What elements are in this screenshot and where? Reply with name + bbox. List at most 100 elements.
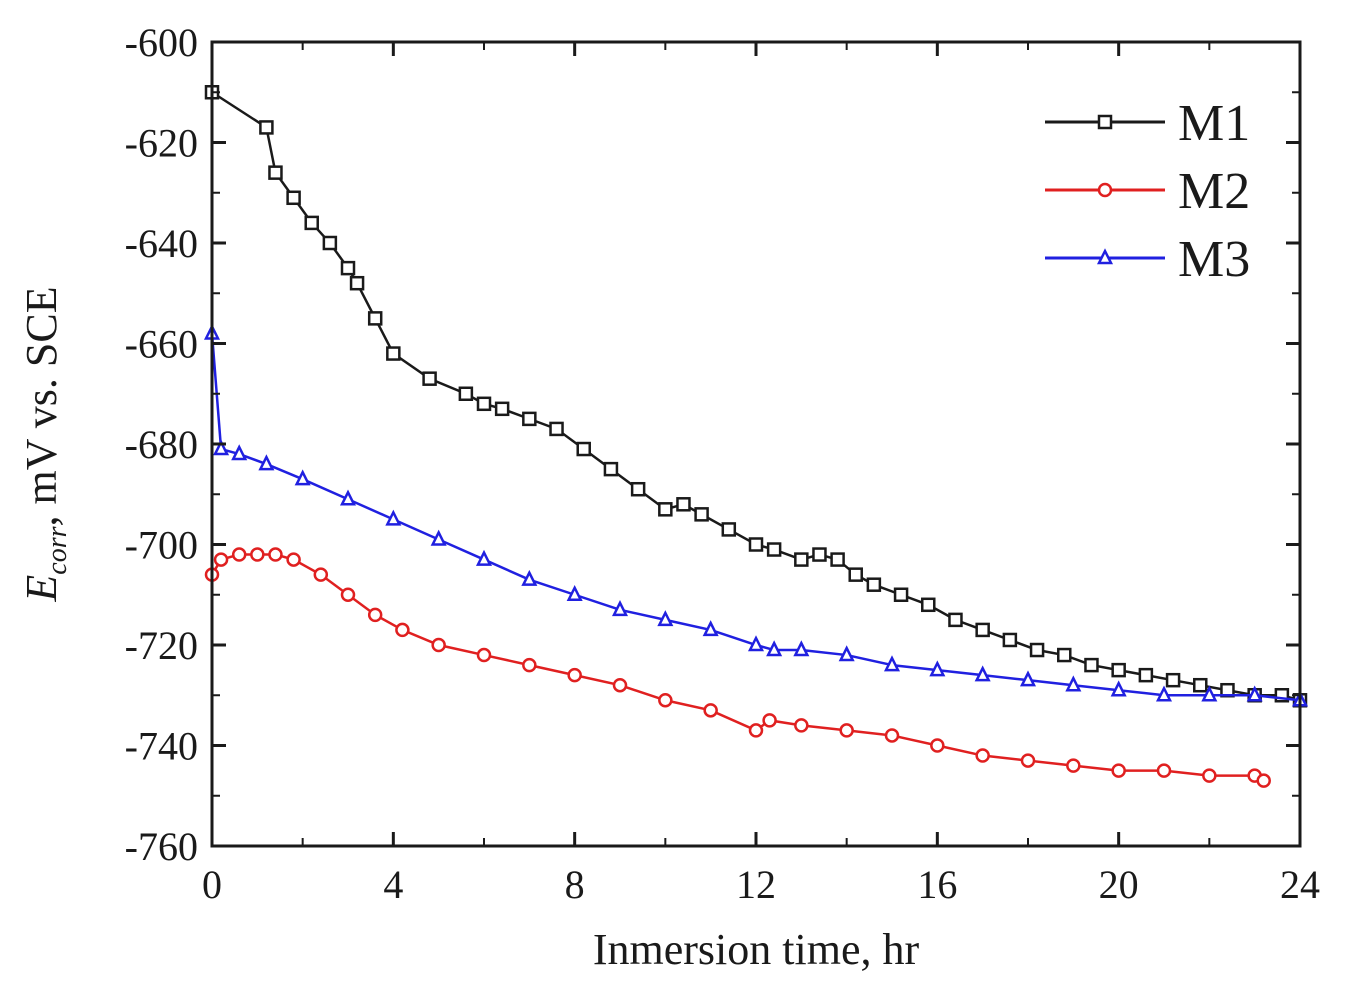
y-tick-label: -680 — [125, 422, 198, 467]
data-point-m3 — [611, 600, 629, 617]
series-layer — [203, 85, 1309, 788]
data-point-m1 — [766, 542, 782, 557]
x-tick-label: 8 — [565, 862, 585, 907]
data-point-m3 — [1155, 685, 1173, 702]
data-point-m1 — [576, 441, 591, 457]
data-point-m2 — [395, 622, 410, 638]
legend-item-m2: M2 — [1045, 163, 1250, 220]
data-point-m2 — [839, 723, 854, 738]
data-point-m1 — [812, 547, 827, 562]
legend-marker — [1096, 248, 1114, 265]
data-point-m1 — [948, 612, 963, 628]
legend-label: M3 — [1178, 231, 1250, 288]
data-point-m2 — [794, 718, 809, 733]
data-point-m3 — [1201, 685, 1218, 702]
y-tick-label: -640 — [125, 221, 198, 266]
data-point-m1 — [721, 522, 737, 537]
ticks-layer: 0 4 8 12 16 20 24 -600 -620 -640 -660 -680 -700 -720 -… — [125, 20, 1320, 907]
y-axis-subscript: corr — [42, 526, 73, 574]
data-point-m1 — [694, 507, 709, 522]
data-point-m1 — [1029, 642, 1045, 658]
data-point-m3 — [766, 640, 783, 657]
data-point-m3 — [385, 509, 402, 526]
series-line-m1 — [211, 91, 1301, 702]
data-point-m1 — [630, 481, 646, 497]
data-point-m2 — [1066, 758, 1081, 773]
y-tick-label: -760 — [125, 824, 198, 869]
legend-label: M1 — [1178, 95, 1250, 152]
legend-marker — [1097, 182, 1113, 198]
data-point-m2 — [567, 667, 582, 683]
data-point-m3 — [566, 584, 583, 601]
x-tick-label: 12 — [736, 862, 776, 907]
data-point-m3 — [702, 620, 719, 637]
data-point-m1 — [386, 346, 401, 361]
data-point-m1 — [676, 497, 691, 512]
data-point-m1 — [603, 461, 619, 477]
data-point-m1 — [476, 396, 492, 412]
y-axis-symbol: E — [17, 575, 66, 603]
y-tick-label: -720 — [125, 623, 198, 668]
y-tick-label: -740 — [125, 724, 198, 769]
data-point-m1 — [286, 190, 301, 206]
data-point-m1 — [975, 622, 990, 638]
data-point-m1 — [268, 165, 283, 180]
y-axis-unit: , mV vs. SCE — [17, 286, 66, 526]
data-point-m2 — [213, 552, 229, 567]
data-point-m3 — [747, 635, 765, 652]
y-tick-label: -620 — [125, 121, 198, 166]
data-point-m2 — [975, 748, 990, 763]
data-point-m1 — [1138, 667, 1154, 683]
y-axis-title: Ecorr, mV vs. SCE — [17, 286, 73, 602]
legend-item-m3: M3 — [1045, 231, 1250, 288]
data-point-m3 — [974, 665, 991, 682]
data-point-m2 — [367, 607, 383, 623]
legend-label: M2 — [1178, 163, 1250, 220]
legend-item-m1: M1 — [1045, 95, 1250, 152]
data-point-m3 — [883, 655, 901, 672]
data-point-m2 — [268, 547, 283, 562]
data-point-m1 — [794, 552, 809, 567]
data-point-m3 — [838, 645, 855, 662]
x-tick-label: 24 — [1280, 862, 1320, 907]
data-point-m3 — [793, 640, 810, 657]
data-point-m2 — [286, 552, 301, 567]
data-point-m2 — [1202, 768, 1217, 783]
data-point-m2 — [431, 637, 446, 653]
data-point-m1 — [1084, 657, 1099, 673]
data-point-m1 — [748, 537, 764, 552]
data-point-m1 — [893, 587, 909, 602]
x-tick-label: 4 — [383, 862, 403, 907]
series-m2 — [204, 547, 1271, 788]
data-point-m1 — [494, 401, 510, 417]
data-point-m2 — [340, 587, 356, 602]
data-point-m2 — [748, 723, 764, 738]
data-point-m2 — [884, 728, 900, 743]
data-point-m2 — [250, 547, 265, 562]
data-point-m2 — [762, 713, 777, 728]
data-point-m2 — [1111, 763, 1126, 778]
data-point-m3 — [657, 610, 674, 627]
data-point-m1 — [848, 567, 863, 582]
data-point-m2 — [231, 547, 247, 562]
data-point-m2 — [1020, 753, 1036, 768]
data-point-m3 — [521, 569, 538, 586]
data-point-m3 — [231, 444, 248, 461]
data-point-m3 — [475, 549, 493, 566]
data-point-m3 — [339, 489, 357, 506]
data-point-m2 — [522, 657, 537, 673]
data-point-m2 — [703, 703, 718, 718]
data-point-m1 — [422, 371, 437, 386]
data-point-m2 — [1156, 763, 1172, 778]
data-point-m1 — [367, 311, 383, 326]
data-point-m3 — [294, 469, 311, 486]
data-point-m1 — [1193, 677, 1208, 693]
series-line-m3 — [210, 333, 1301, 702]
data-point-m1 — [458, 386, 474, 401]
y-tick-label: -700 — [125, 523, 198, 568]
data-point-m1 — [1002, 632, 1018, 648]
x-axis-title: Inmersion time, hr — [593, 925, 920, 974]
data-point-m1 — [658, 502, 673, 517]
